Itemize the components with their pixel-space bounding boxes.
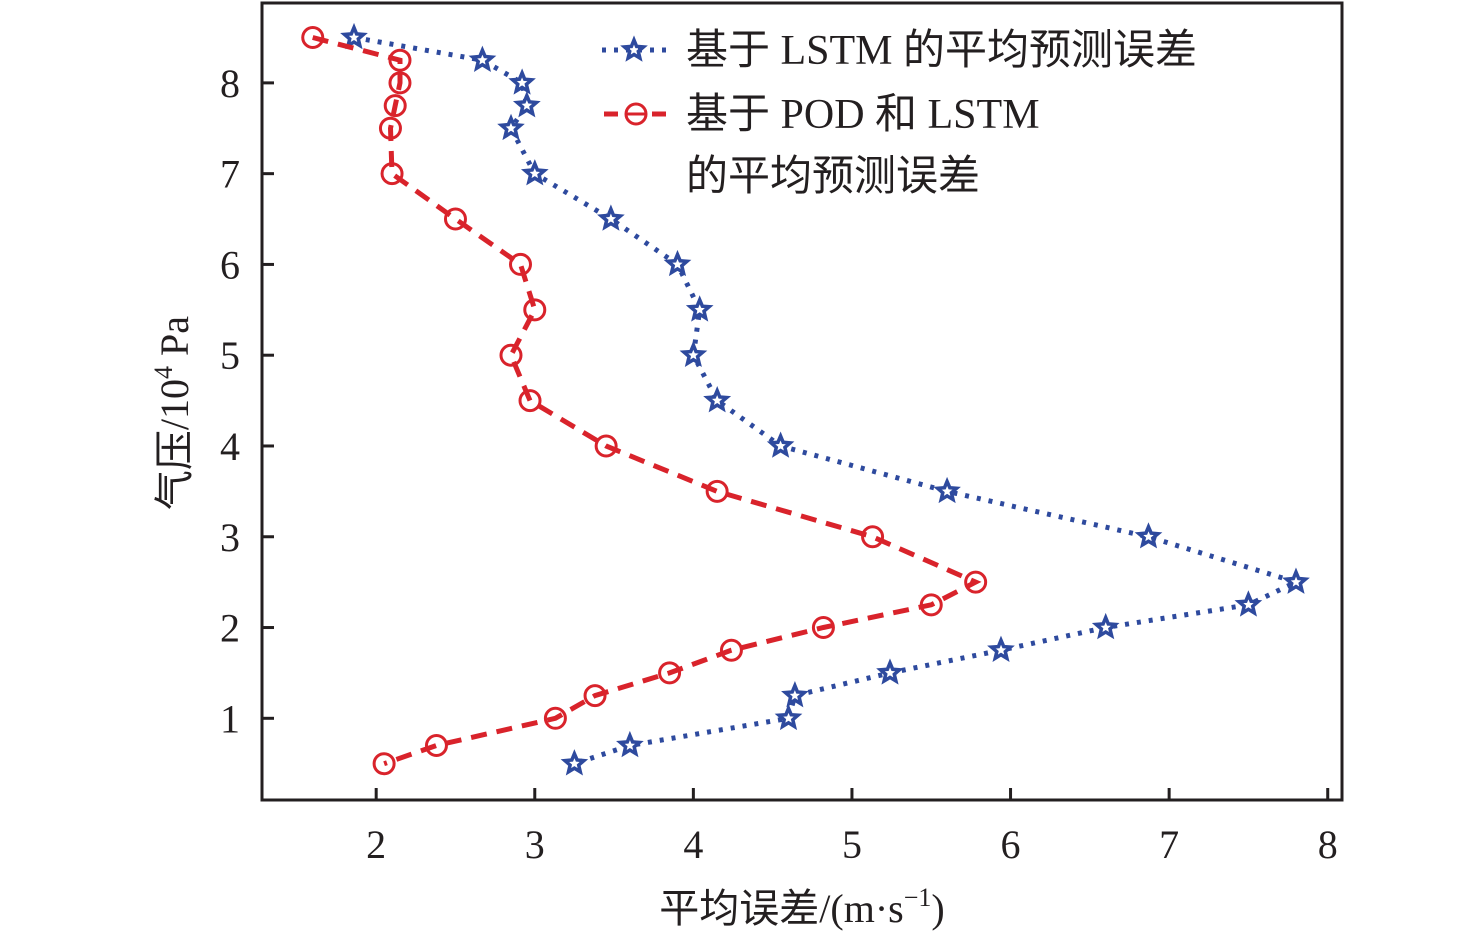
y-axis-title: 气压/104 Pa	[149, 316, 197, 510]
y-tick-label: 7	[220, 152, 240, 197]
data-point-star	[512, 91, 541, 118]
y-tick-label: 2	[220, 606, 240, 651]
data-point-star	[781, 681, 809, 708]
x-tick-label: 6	[1001, 822, 1021, 867]
x-tick-label: 2	[366, 822, 386, 867]
x-axis-title: 平均误差/(m·s−1)	[659, 883, 944, 931]
data-point-circle	[388, 48, 412, 72]
data-point-circle	[705, 479, 729, 503]
data-point-star	[560, 749, 589, 776]
data-point-circle	[499, 343, 523, 367]
y-tick-label: 5	[220, 333, 240, 378]
x-tick-label: 8	[1318, 822, 1338, 867]
data-point-star	[679, 340, 708, 368]
data-point-star	[876, 658, 904, 685]
data-point-star	[1234, 590, 1263, 617]
data-point-circle	[543, 706, 567, 730]
data-point-star	[766, 431, 795, 458]
series-layer	[301, 22, 1310, 776]
x-axis: 2 3 4 5 6 7 8	[366, 788, 1338, 867]
data-point-star	[520, 159, 549, 186]
data-point-circle	[518, 389, 542, 413]
data-point-circle	[964, 570, 988, 594]
data-point-circle	[719, 638, 743, 662]
data-point-star	[663, 249, 692, 277]
y-tick-label: 3	[220, 515, 240, 560]
series-line-pod-lstm	[312, 35, 982, 767]
data-point-star	[1091, 612, 1120, 640]
data-point-circle	[380, 162, 404, 186]
data-point-circle	[372, 752, 396, 776]
x-tick-label: 5	[842, 822, 862, 867]
legend-item-pod-lstm: 基于 POD 和 LSTM 的平均预测误差	[604, 92, 1040, 200]
data-point-star	[703, 386, 732, 413]
data-point-circle	[388, 71, 412, 95]
legend-label-pod-lstm-line1: 基于 POD 和 LSTM	[686, 92, 1040, 138]
x-tick-label: 4	[683, 822, 703, 867]
data-point-circle	[861, 525, 885, 549]
data-point-circle	[523, 298, 547, 322]
data-point-star	[1282, 567, 1310, 594]
legend-star-icon	[620, 35, 648, 62]
data-point-star	[933, 476, 961, 504]
data-point-circle	[811, 616, 835, 640]
data-point-star	[468, 45, 497, 73]
data-point-star	[597, 204, 625, 231]
x-tick-label: 3	[525, 822, 545, 867]
series-line-lstm	[353, 35, 1303, 767]
data-point-circle	[583, 684, 607, 708]
data-point-circle	[594, 434, 618, 458]
data-point-circle	[509, 252, 533, 276]
data-point-circle	[424, 734, 448, 758]
legend-item-lstm: 基于 LSTM 的平均预测误差	[602, 28, 1197, 74]
y-axis: 1 2 3 4 5 6 7 8	[220, 61, 274, 741]
data-point-star	[774, 703, 803, 731]
plot-frame	[260, 1, 1344, 802]
x-tick-label: 7	[1159, 822, 1179, 867]
data-point-star	[616, 730, 644, 758]
y-tick-label: 1	[220, 696, 240, 741]
data-point-star	[497, 113, 525, 141]
data-point-circle	[301, 25, 325, 49]
data-point-star	[987, 635, 1015, 663]
data-point-circle	[443, 207, 467, 231]
data-point-star	[340, 22, 368, 50]
data-point-star	[508, 68, 536, 95]
data-point-star	[685, 295, 714, 322]
legend-label-lstm: 基于 LSTM 的平均预测误差	[686, 28, 1197, 74]
data-point-circle	[383, 94, 407, 118]
data-point-circle	[658, 661, 682, 685]
data-point-star	[1134, 522, 1163, 549]
data-point-circle	[919, 593, 943, 617]
legend: 基于 LSTM 的平均预测误差 基于 POD 和 LSTM 的平均预测误差	[602, 28, 1197, 200]
y-tick-label: 4	[220, 424, 240, 469]
y-tick-label: 8	[220, 61, 240, 106]
legend-label-pod-lstm-line2: 的平均预测误差	[686, 154, 980, 200]
data-point-circle	[378, 116, 402, 140]
y-tick-label: 6	[220, 242, 240, 287]
